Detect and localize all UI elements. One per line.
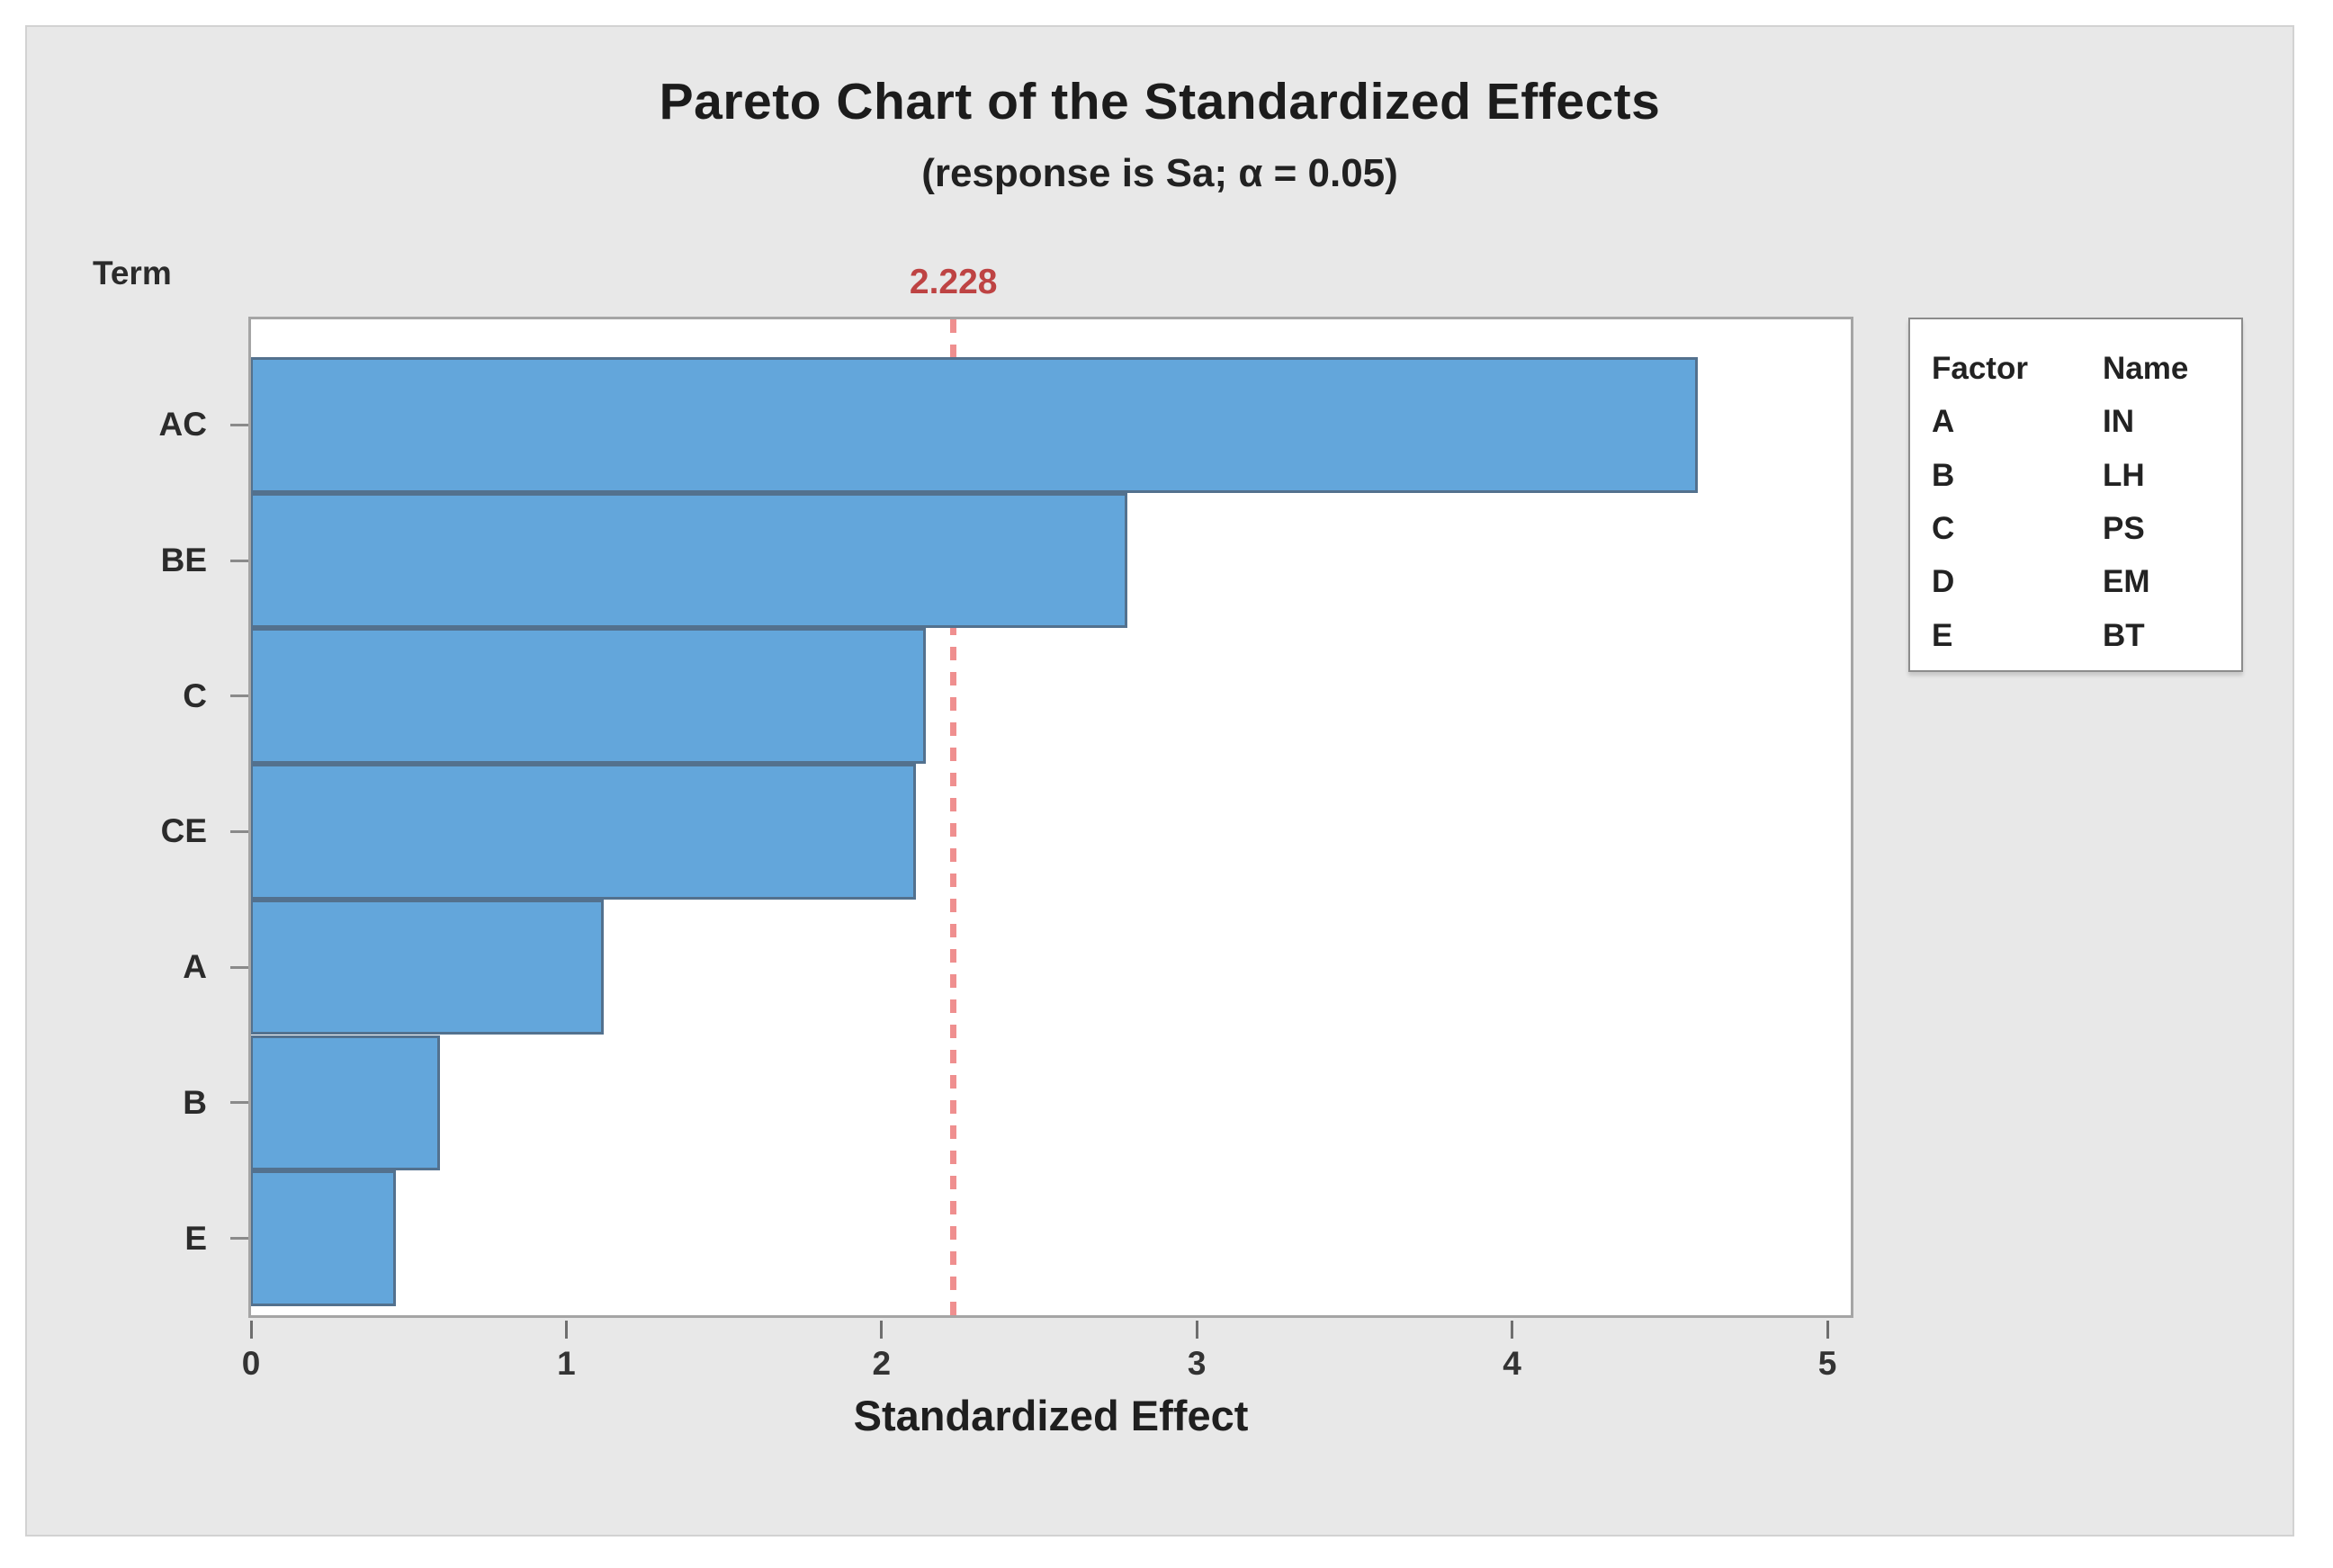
y-tick <box>230 1237 248 1241</box>
legend-header-row: Factor Name <box>1910 351 2241 387</box>
y-tick <box>230 965 248 969</box>
y-tick <box>230 694 248 698</box>
bar-BE <box>251 492 1128 629</box>
y-category-label-E: E <box>184 1219 207 1257</box>
y-tick <box>230 1101 248 1105</box>
legend-name: PS <box>2103 510 2145 546</box>
legend-name: BT <box>2103 617 2145 653</box>
x-tick <box>1511 1321 1514 1339</box>
bar-C <box>251 628 926 765</box>
legend-name: EM <box>2103 564 2150 600</box>
bar-A <box>251 899 605 1035</box>
y-tick <box>230 423 248 426</box>
x-tick <box>1195 1321 1198 1339</box>
x-tick <box>564 1321 568 1339</box>
x-tick <box>249 1321 253 1339</box>
y-category-label-C: C <box>183 676 207 714</box>
y-category-label-AC: AC <box>158 406 207 444</box>
legend-row: E BT <box>1910 618 2241 654</box>
legend-factor: D <box>1932 564 1955 600</box>
chart-subtitle: (response is Sa; α = 0.05) <box>921 151 1398 195</box>
bar-CE <box>251 764 917 900</box>
bar-E <box>251 1170 397 1306</box>
y-category-label-A: A <box>183 948 207 986</box>
x-tick-label: 2 <box>872 1345 892 1382</box>
legend-factor: B <box>1932 457 1955 493</box>
chart-title: Pareto Chart of the Standardized Effects <box>659 73 1661 130</box>
legend-header-name: Name <box>2103 351 2189 386</box>
legend-row: A IN <box>1910 404 2241 440</box>
legend-name: IN <box>2103 404 2134 440</box>
legend-factor: A <box>1932 404 1955 440</box>
legend: Factor Name A IN B LH C PS D EM E BT <box>1908 318 2243 672</box>
reference-line <box>950 319 957 1315</box>
bar-B <box>251 1035 441 1171</box>
legend-factor: E <box>1932 617 1953 653</box>
bar-AC <box>251 357 1699 493</box>
legend-row: B LH <box>1910 458 2241 494</box>
y-tick <box>230 559 248 562</box>
legend-row: D EM <box>1910 564 2241 600</box>
x-tick-label: 0 <box>241 1345 261 1382</box>
x-tick <box>1826 1321 1829 1339</box>
x-tick-label: 3 <box>1187 1345 1207 1382</box>
x-tick-label: 5 <box>1817 1345 1837 1382</box>
y-category-label-BE: BE <box>160 542 207 579</box>
legend-row: C PS <box>1910 511 2241 547</box>
legend-name: LH <box>2103 457 2145 493</box>
plot-area <box>248 317 1853 1318</box>
x-tick <box>880 1321 884 1339</box>
x-axis-title: Standardized Effect <box>853 1392 1249 1439</box>
reference-line-label: 2.228 <box>909 263 998 301</box>
y-category-label-CE: CE <box>160 812 207 850</box>
x-tick-label: 1 <box>557 1345 576 1382</box>
y-tick <box>230 829 248 833</box>
legend-header-factor: Factor <box>1932 351 2028 386</box>
legend-factor: C <box>1932 510 1955 546</box>
x-tick-label: 4 <box>1503 1345 1521 1382</box>
y-category-label-B: B <box>183 1083 207 1121</box>
y-axis-title: Term <box>93 255 172 291</box>
